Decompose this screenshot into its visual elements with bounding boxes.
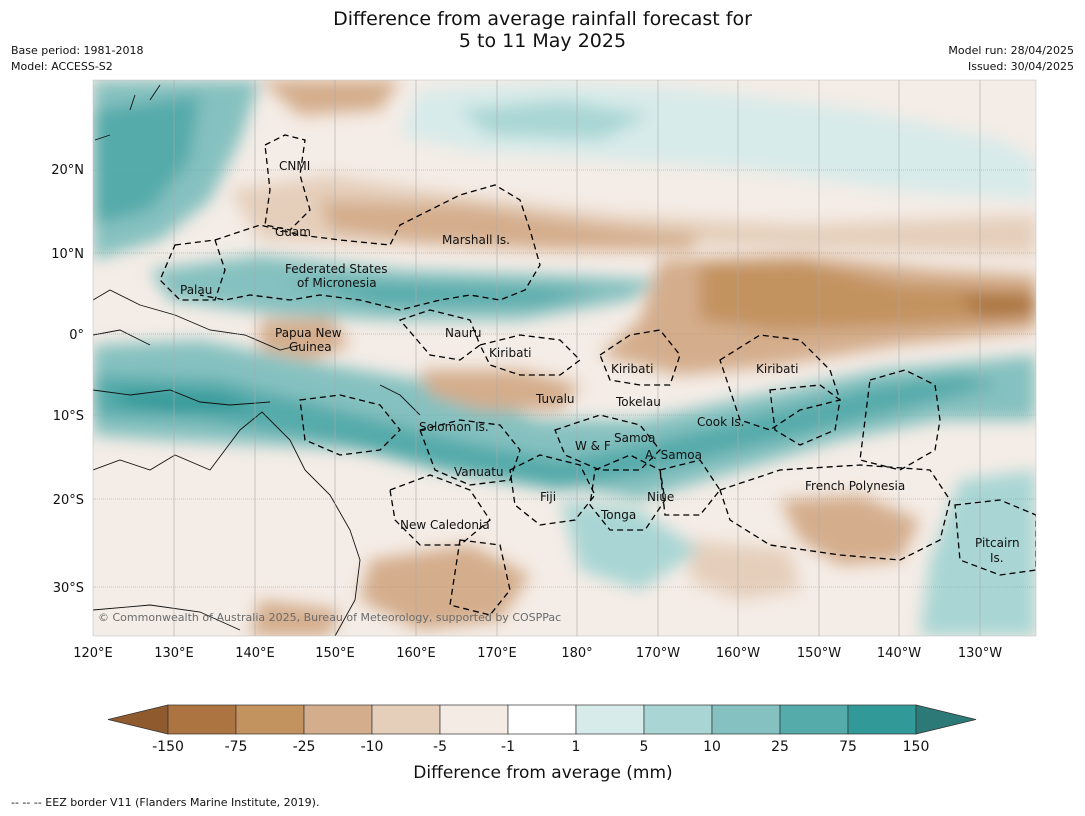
issued-date: Issued: 30/04/2025	[967, 60, 1074, 73]
lon-label-150e: 150°E	[315, 646, 355, 661]
colorbar-extend-low	[107, 704, 169, 735]
colorbar-tick-label: -10	[361, 739, 384, 755]
label-wallis-futuna: W & F	[575, 439, 611, 453]
colorbar-tick-label: -150	[152, 739, 184, 755]
model-run: Model run: 28/04/2025	[948, 44, 1074, 57]
lon-label-140w: 140°W	[877, 646, 921, 661]
lat-label-0: 0°	[69, 328, 84, 343]
eez-borders	[159, 134, 1036, 616]
lon-label-140e: 140°E	[235, 646, 275, 661]
colorbar-tick-label: -1	[501, 739, 515, 755]
colorbar-bin	[507, 704, 577, 735]
label-png-line1: Papua New	[275, 326, 342, 340]
label-fiji: Fiji	[540, 490, 556, 504]
place-labels: CNMI Guam Marshall Is. Federated States …	[180, 159, 1020, 565]
colorbar-extend-high	[915, 704, 977, 735]
longitude-labels: 120°E 130°E 140°E 150°E 160°E 170°E 180°…	[73, 646, 1002, 661]
label-palau: Palau	[180, 283, 212, 297]
label-kiribati-east: Kiribati	[756, 362, 798, 376]
colorbar-bin	[575, 704, 645, 735]
map-frame	[92, 79, 1037, 637]
colorbar-tick-label: -25	[293, 739, 316, 755]
label-tokelau: Tokelau	[615, 395, 661, 409]
lon-label-150w: 150°W	[797, 646, 841, 661]
label-vanuatu: Vanuatu	[454, 465, 504, 479]
base-period: Base period: 1981-2018	[11, 44, 144, 57]
label-american-samoa: A. Samoa	[645, 448, 702, 462]
title-line-2: 5 to 11 May 2025	[458, 30, 627, 52]
colorbar-tick-label: 75	[839, 739, 857, 755]
lon-label-170e: 170°E	[477, 646, 517, 661]
colorbar-tick-label: 1	[572, 739, 581, 755]
label-fsm-line1: Federated States	[285, 262, 387, 276]
colorbar-tick-label: -5	[433, 739, 447, 755]
colorbar: -150 -75 -25 -10 -5 -1 1 5 10 25 75 150	[107, 704, 977, 755]
label-cnmi: CNMI	[279, 159, 310, 173]
label-fsm-line2: of Micronesia	[297, 276, 377, 290]
meridians	[173, 80, 981, 636]
colorbar-bin	[303, 704, 373, 735]
colorbar-bin	[167, 704, 237, 735]
title-line-1: Difference from average rainfall forecas…	[333, 8, 752, 30]
model-name: Model: ACCESS-S2	[11, 60, 113, 73]
colorbar-bin	[847, 704, 917, 735]
label-solomon-islands: Solomon Is.	[419, 420, 489, 434]
colorbar-tick-label: 10	[703, 739, 721, 755]
label-marshall-islands: Marshall Is.	[442, 233, 510, 247]
label-cook-islands: Cook Is.	[697, 415, 744, 429]
colorbar-bin	[439, 704, 509, 735]
colorbar-tick-label: 25	[771, 739, 789, 755]
lat-label-10n: 10°N	[51, 247, 84, 262]
eez-footnote: -- -- -- EEZ border V11 (Flanders Marine…	[11, 796, 320, 809]
lat-label-20n: 20°N	[51, 163, 84, 178]
colorbar-bin	[643, 704, 713, 735]
label-pitcairn-line1: Pitcairn	[975, 536, 1020, 550]
label-french-polynesia: French Polynesia	[805, 479, 905, 493]
lon-label-160e: 160°E	[396, 646, 436, 661]
lon-label-160w: 160°W	[716, 646, 760, 661]
meta-left: Base period: 1981-2018 Model: ACCESS-S2	[11, 43, 143, 75]
colorbar-bin	[779, 704, 849, 735]
label-pitcairn-line2: Is.	[990, 551, 1004, 565]
latitude-labels: 20°N 10°N 0° 10°S 20°S 30°S	[51, 163, 84, 596]
lon-label-180: 180°	[561, 646, 592, 661]
lon-label-170w: 170°W	[636, 646, 680, 661]
label-new-caledonia: New Caledonia	[400, 518, 490, 532]
lon-label-130w: 130°W	[958, 646, 1002, 661]
colorbar-bin	[371, 704, 441, 735]
lat-label-30s: 30°S	[53, 581, 84, 596]
rainfall-anomaly-field: CNMI Guam Marshall Is. Federated States …	[93, 80, 1036, 636]
label-tonga: Tonga	[600, 508, 636, 522]
label-png-line2: Guinea	[289, 340, 332, 354]
lon-label-130e: 130°E	[154, 646, 194, 661]
label-tuvalu: Tuvalu	[535, 392, 575, 406]
colorbar-tick-label: 150	[903, 739, 930, 755]
colorbar-bin	[711, 704, 781, 735]
label-guam: Guam	[275, 225, 311, 239]
lat-label-20s: 20°S	[53, 493, 84, 508]
coastlines	[93, 84, 421, 636]
colorbar-title: Difference from average (mm)	[413, 763, 672, 783]
meta-right: Model run: 28/04/2025 Issued: 30/04/2025	[948, 43, 1074, 75]
lat-label-10s: 10°S	[53, 409, 84, 424]
label-kiribati-west: Kiribati	[489, 346, 531, 360]
label-samoa: Samoa	[614, 431, 655, 445]
label-nauru: Nauru	[445, 326, 481, 340]
colorbar-bin	[235, 704, 305, 735]
lon-label-120e: 120°E	[73, 646, 113, 661]
colorbar-tick-label: -75	[225, 739, 248, 755]
copyright-notice: © Commonwealth of Australia 2025, Bureau…	[98, 611, 561, 624]
label-kiribati-central: Kiribati	[611, 362, 653, 376]
chart-title: Difference from average rainfall forecas…	[0, 8, 1085, 52]
label-niue: Niue	[647, 490, 674, 504]
colorbar-tick-label: 5	[640, 739, 649, 755]
